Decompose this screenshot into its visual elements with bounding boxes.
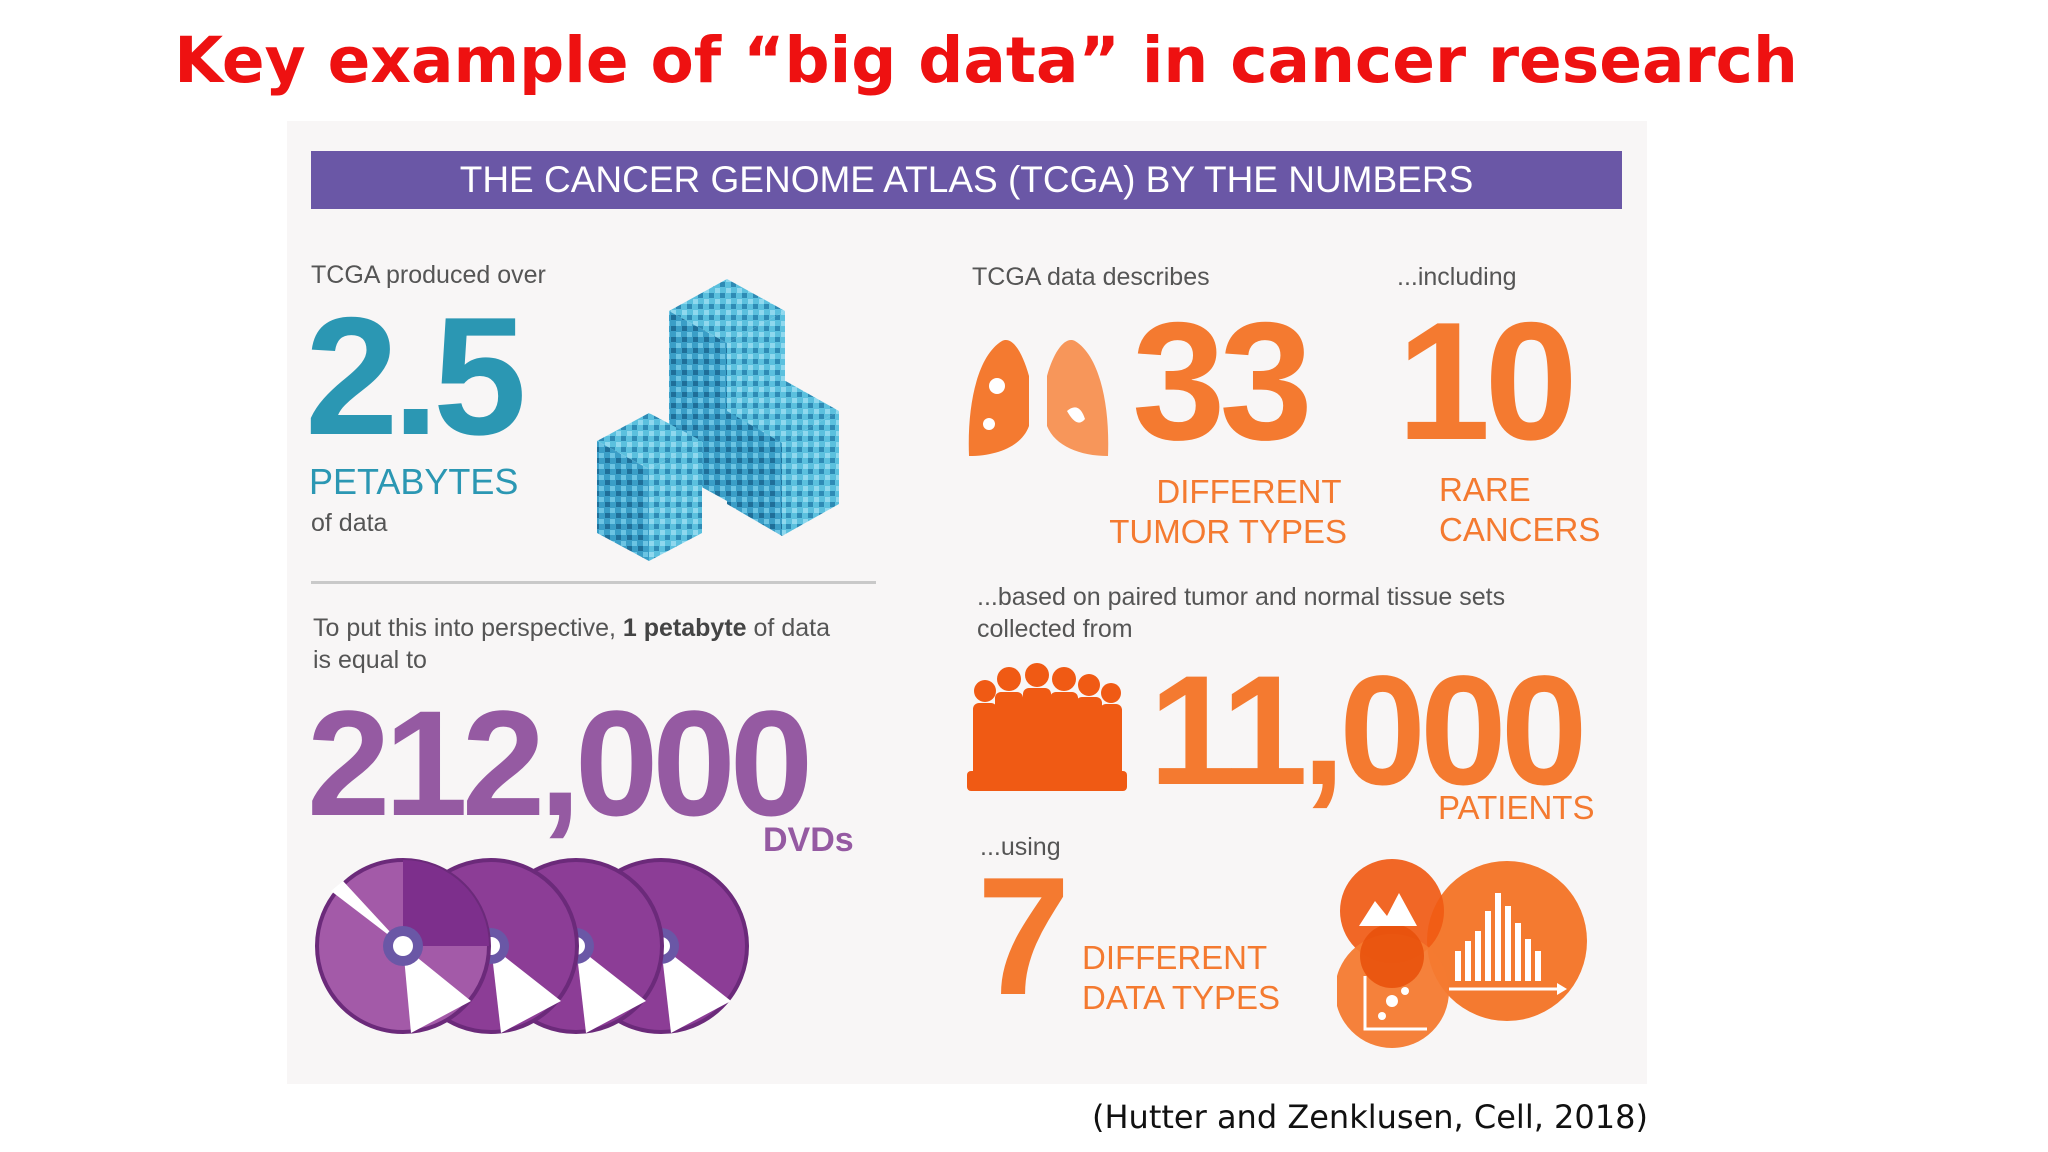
tumor-types-label-line2: TUMOR TYPES — [1109, 513, 1347, 550]
data-types-intro: ...using — [980, 833, 1061, 861]
patients-label: PATIENTS — [1438, 789, 1595, 826]
perspective-text-before: To put this into perspective, — [313, 614, 616, 642]
tumor-types-label-line1: DIFFERENT — [1156, 473, 1342, 510]
section-divider — [311, 581, 876, 584]
data-types-value: 7 — [977, 842, 1070, 1030]
petabytes-suffix: of data — [311, 509, 388, 537]
data-types-label-line2: DATA TYPES — [1082, 979, 1281, 1016]
perspective-text-bold: 1 petabyte — [622, 614, 747, 642]
petabytes-intro: TCGA produced over — [311, 261, 546, 289]
perspective-text-after: of data — [753, 614, 830, 642]
data-cube-icon — [597, 279, 839, 561]
dvds-unit: DVDs — [763, 821, 854, 859]
patients-intro-line2: collected from — [977, 615, 1133, 643]
slide-title: Key example of “big data” in cancer rese… — [174, 24, 1798, 97]
tumor-types-intro: TCGA data describes — [972, 263, 1210, 291]
patients-value: 11,000 — [1149, 644, 1588, 818]
data-type-circles-icon — [1337, 859, 1587, 1048]
citation: (Hutter and Zenklusen, Cell, 2018) — [1092, 1098, 1648, 1136]
crowd-icon — [967, 663, 1127, 791]
rare-cancers-intro: ...including — [1397, 263, 1517, 291]
rare-cancers-value: 10 — [1397, 287, 1578, 475]
petabytes-unit: PETABYTES — [309, 461, 519, 502]
petabytes-value: 2.5 — [305, 282, 527, 470]
dvd-disc-icon — [315, 858, 749, 1034]
data-types-label-line1: DIFFERENT — [1082, 939, 1268, 976]
perspective-text: To put this into perspective, 1 petabyte… — [313, 614, 830, 643]
lungs-icon — [968, 326, 1109, 456]
rare-cancers-label-line2: CANCERS — [1439, 511, 1601, 548]
tumor-types-value: 33 — [1132, 287, 1313, 475]
tcga-infographic: THE CANCER GENOME ATLAS (TCGA) BY THE NU… — [287, 121, 1647, 1084]
tumor-types-label: DIFFERENT — [1149, 471, 1349, 513]
patients-intro-line1: ...based on paired tumor and normal tiss… — [977, 583, 1506, 611]
infographic-banner: THE CANCER GENOME ATLAS (TCGA) BY THE NU… — [311, 151, 1622, 209]
rare-cancers-label-line1: RARE — [1439, 471, 1531, 508]
dvds-value: 212,000 — [307, 679, 813, 847]
perspective-text-line2: is equal to — [313, 646, 427, 674]
